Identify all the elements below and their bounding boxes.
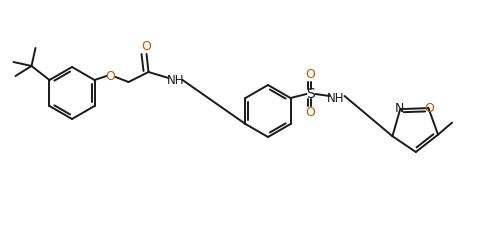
- Text: O: O: [305, 106, 315, 120]
- Text: NH: NH: [326, 93, 344, 106]
- Text: S: S: [305, 87, 314, 101]
- Text: O: O: [305, 69, 315, 82]
- Text: O: O: [142, 41, 151, 54]
- Text: O: O: [105, 69, 115, 82]
- Text: O: O: [424, 102, 433, 115]
- Text: N: N: [394, 102, 403, 115]
- Text: NH: NH: [166, 75, 184, 88]
